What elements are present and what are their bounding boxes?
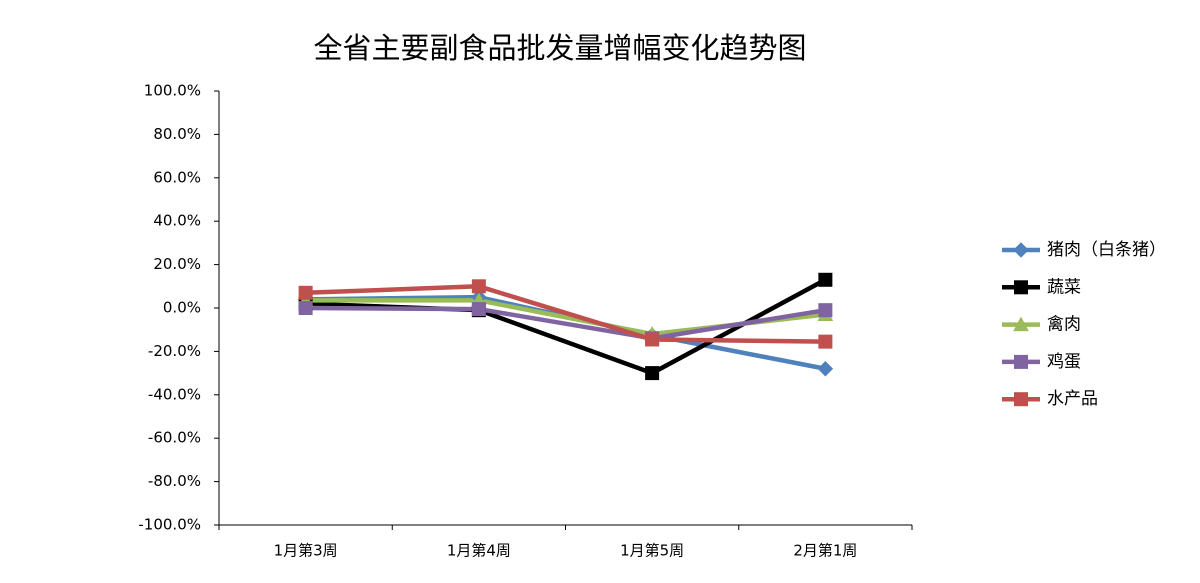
line <box>305 284 826 344</box>
point <box>298 285 313 300</box>
chart-title: 全省主要副食品批发量增幅变化趋势图 <box>313 31 806 65</box>
x-tick-label: 1月第4周 <box>447 542 511 560</box>
legend-label: 猪肉（白条猪） <box>1047 240 1166 260</box>
point <box>471 302 486 317</box>
legend-marker <box>1013 242 1029 258</box>
point <box>471 279 486 294</box>
y-tick-label: 60.0% <box>153 168 201 186</box>
x-tick-label: 2月第1周 <box>793 542 857 560</box>
y-tick-label: 100.0% <box>144 82 201 100</box>
y-tick-label: -100.0% <box>138 516 201 534</box>
x-tick-label: 1月第3周 <box>274 542 338 560</box>
line <box>305 305 826 341</box>
legend-marker <box>1014 280 1028 295</box>
y-tick-label: 20.0% <box>153 255 201 273</box>
legend-label: 蔬菜 <box>1047 277 1081 297</box>
point <box>818 334 833 349</box>
y-tick-label: 80.0% <box>153 125 201 143</box>
y-tick-label: -20.0% <box>148 342 201 360</box>
point <box>645 332 660 347</box>
y-tick-label: -40.0% <box>148 385 201 403</box>
point <box>818 303 833 318</box>
x-tick-label: 1月第5周 <box>620 542 684 560</box>
y-tick-label: -80.0% <box>148 472 201 490</box>
legend-label: 禽肉 <box>1047 315 1081 335</box>
legend-label: 鸡蛋 <box>1047 352 1081 372</box>
legend-label: 水产品 <box>1047 389 1098 409</box>
y-tick-label: 40.0% <box>153 212 201 230</box>
point <box>298 301 313 315</box>
point <box>818 272 833 287</box>
y-tick-label: 0.0% <box>163 299 201 317</box>
y-tick-label: -60.0% <box>148 429 201 447</box>
legend-marker <box>1014 392 1028 407</box>
point <box>645 366 660 381</box>
legend-marker <box>1014 354 1028 369</box>
legend-marker <box>1013 316 1029 332</box>
point <box>817 361 834 377</box>
line <box>305 277 827 376</box>
